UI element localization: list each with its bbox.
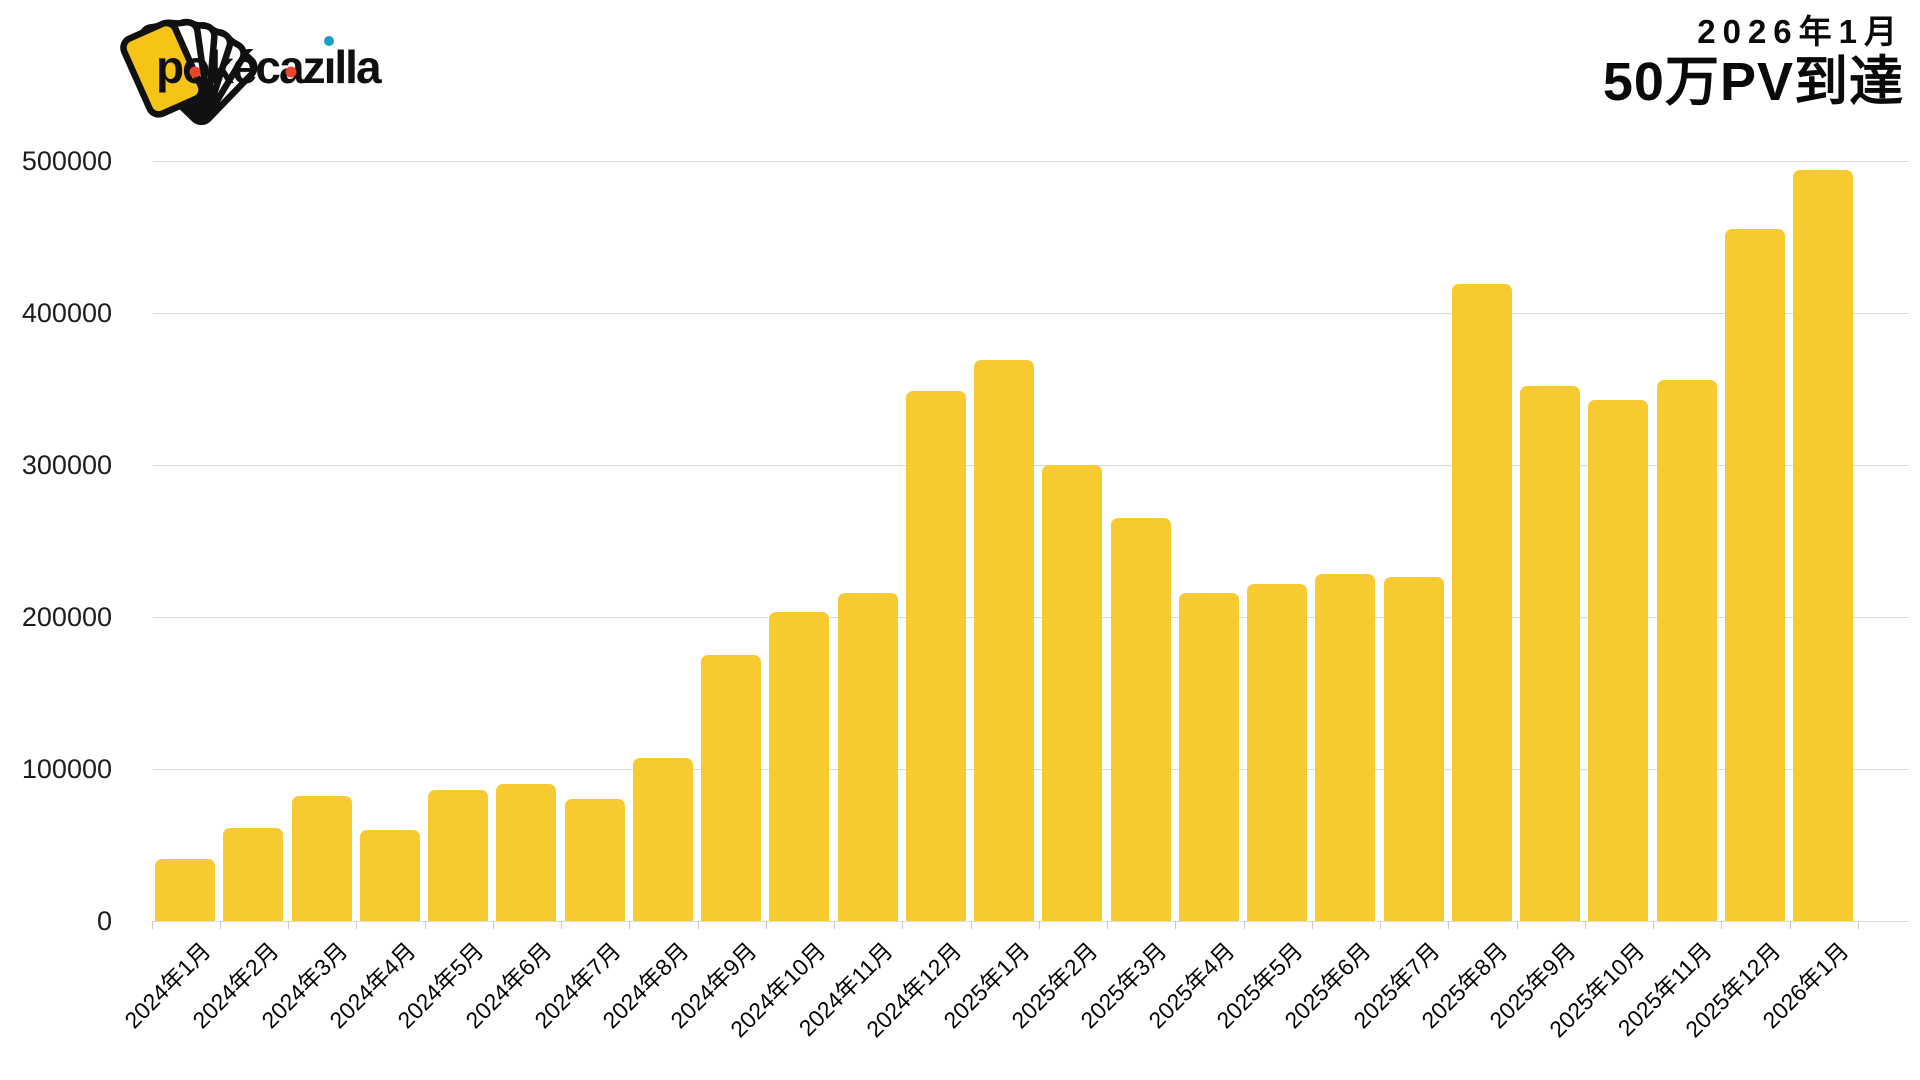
bar-2024年1月 [155,858,215,921]
bar-2024年10月 [769,612,830,921]
bar-2025年9月 [1520,385,1580,921]
x-tickmark [1038,921,1040,929]
x-tickmark [629,921,631,929]
bar-2025年1月 [974,360,1034,921]
headline: 2026年1月 50万PV到達 [1603,12,1904,112]
bar-2026年1月 [1793,170,1853,921]
x-tickmark [1516,921,1518,929]
logo-letter: l [345,41,358,93]
bar-2025年6月 [1315,574,1376,921]
logo-letter: c [255,41,281,93]
bar-2024年12月 [905,390,966,921]
gridline-0 [153,920,1909,922]
bar-2025年10月 [1588,399,1649,921]
letter-dot-icon [189,66,201,78]
bar-2025年7月 [1383,577,1444,921]
x-tickmark [219,921,221,929]
x-tickmark [1448,921,1450,929]
gridline-400000 [153,312,1909,314]
bar-2024年11月 [837,592,898,921]
x-tickmark [288,921,289,929]
y-tick-label-0: 0 [96,906,112,936]
bar-2025年2月 [1042,465,1103,921]
gridline-500000 [153,160,1909,162]
letter-dot-icon [285,66,297,78]
x-tickmark [1107,921,1108,929]
headline-title: 50万PV到達 [1602,52,1904,112]
logo-letter: o [182,40,210,94]
logo-letter: a [279,40,305,94]
x-tickmark [1311,921,1313,929]
x-tickmark [1789,921,1791,929]
logo-wordmark: pokécazılla [156,36,382,94]
bar-2024年6月 [496,784,557,921]
logo: pokécazılla [112,4,472,134]
bar-2024年7月 [564,799,625,921]
headline-date: 2026年1月 [1697,13,1904,50]
bar-2025年8月 [1451,284,1512,921]
bar-2024年4月 [359,829,420,921]
pv-bar-chart: 2024年1月 2024年2月 2024年3月 2024年4月 2024年5月 2024年… [119,160,1909,1042]
bar-2025年12月 [1724,229,1785,921]
logo-letter: z [302,41,326,93]
x-tickmark [765,921,767,929]
x-tickmark [561,921,562,929]
y-tick-label-200000: 200000 [21,602,112,632]
y-tick-label-500000: 500000 [21,146,112,176]
x-tickmark [1175,921,1177,929]
x-tickmark [1243,921,1245,929]
y-tick-label-100000: 100000 [21,754,112,784]
bar-2025年11月 [1656,379,1717,921]
bar-2025年3月 [1110,518,1171,921]
x-tickmark [1857,921,1859,929]
bar-2025年5月 [1247,583,1307,921]
x-tickmark [151,921,153,929]
x-tickmark [356,921,358,929]
y-tick-label-300000: 300000 [21,450,112,480]
logo-letter: ı [324,36,336,94]
bar-2025年4月 [1178,592,1239,921]
x-tickmark [424,921,426,929]
bar-2024年9月 [701,655,761,921]
card-fan-icon [120,18,258,126]
x-tickmark [1653,921,1654,929]
logo-letter: l [334,41,347,93]
x-tickmark [970,921,972,929]
bar-2024年2月 [223,828,284,921]
y-tick-label-400000: 400000 [21,298,112,328]
i-dot-icon [323,36,334,46]
logo-letter: p [156,41,184,93]
x-tickmark [492,921,494,929]
x-tickmark [1380,921,1381,929]
x-tickmark [1584,921,1586,929]
bar-2024年3月 [291,796,352,921]
x-tickmark [1721,921,1723,929]
logo-letter: é [231,41,258,93]
x-tickmark [697,921,699,929]
logo-letter: k [208,41,234,93]
x-tickmark [902,921,904,929]
logo-letter: a [355,41,382,93]
bar-2024年8月 [632,758,693,921]
bar-2024年5月 [428,790,488,921]
y-axis: 0 100000 200000 300000 400000 500000 [0,146,112,936]
x-tickmark [834,921,835,929]
